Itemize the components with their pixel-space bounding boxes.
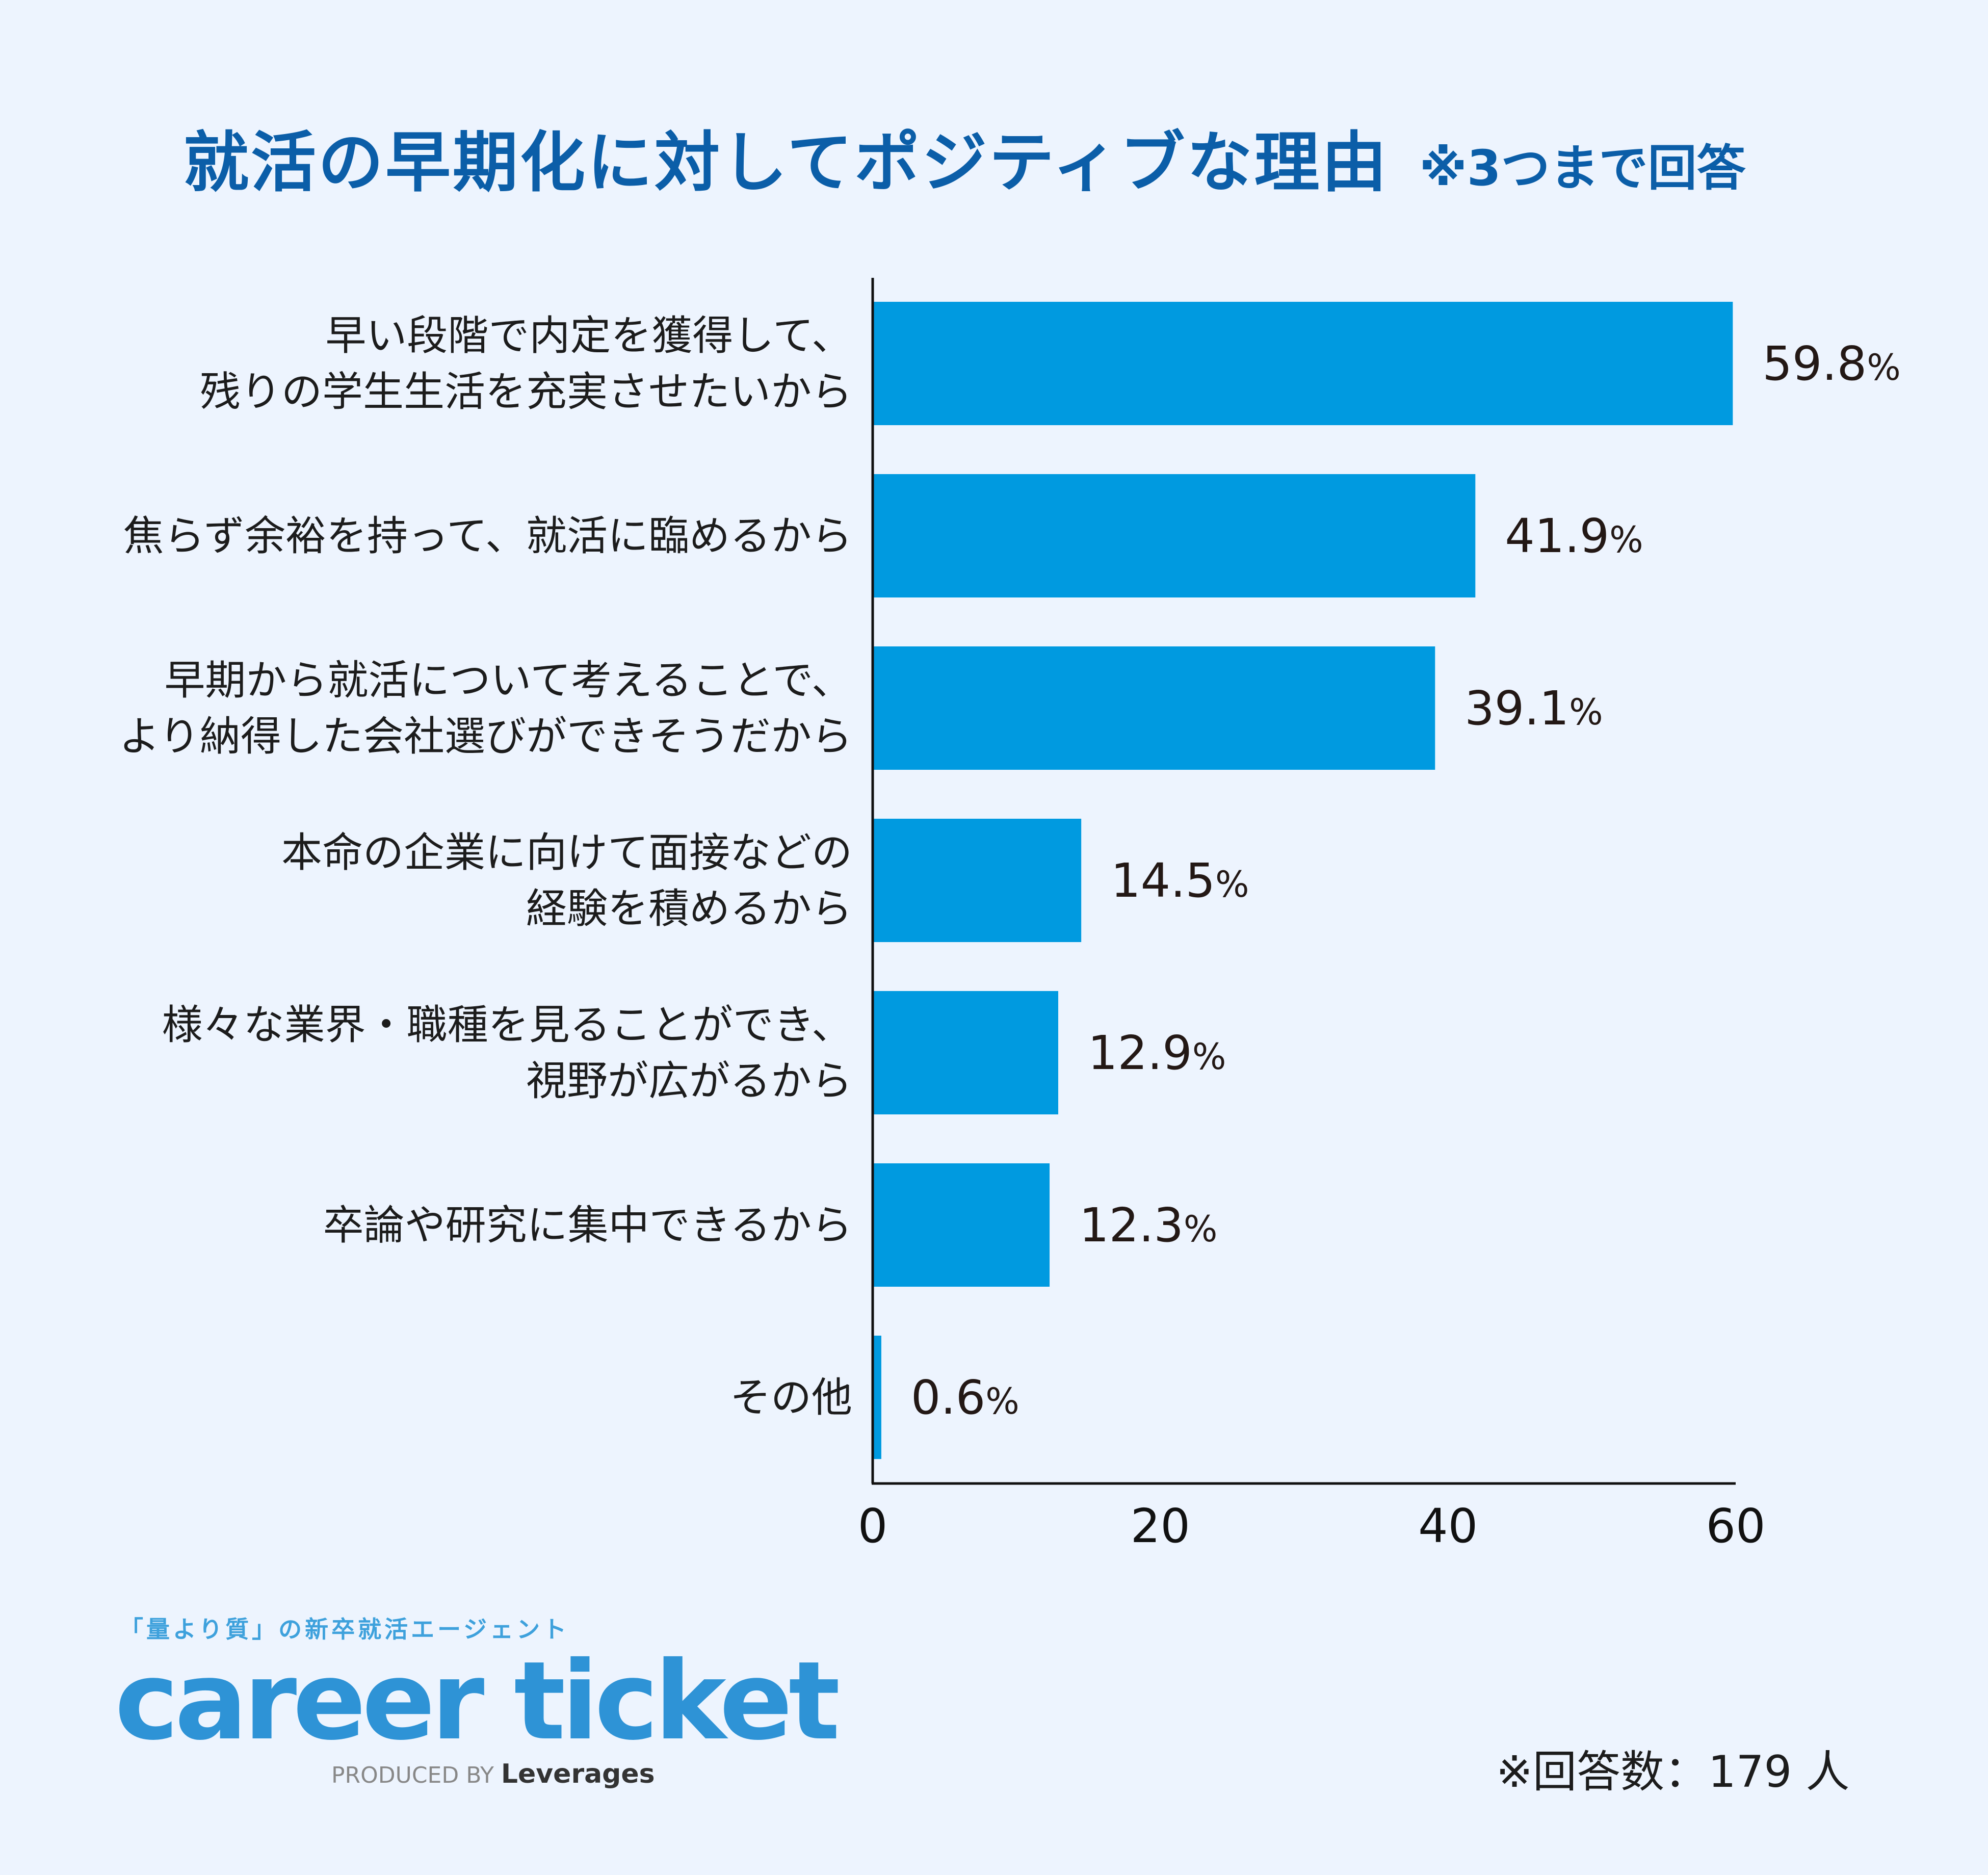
respondent-count-note: ※回答数：179 人: [1496, 1747, 1850, 1798]
category-label: 早い段階で内定を獲得して、: [325, 312, 852, 359]
chart-title-row: 就活の早期化に対してポジティブな理由 ※3つまで回答: [184, 110, 1866, 201]
x-tick-label: 40: [1418, 1499, 1478, 1553]
company-name: Leverages: [501, 1759, 655, 1789]
value-label: 59.8%: [1762, 336, 1900, 391]
x-tick-label: 60: [1706, 1499, 1765, 1553]
category-label: 早期から就活について考えることで、: [164, 657, 852, 704]
bar: [873, 1336, 881, 1459]
produced-by-credit: PRODUCED BY Leverages: [331, 1759, 655, 1789]
logo-tagline: 「量より質」の新卒就活エージェント: [120, 1616, 570, 1643]
career-ticket-logo: career ticket: [115, 1638, 840, 1764]
category-label: その他: [730, 1374, 852, 1421]
bar: [873, 302, 1733, 425]
value-label: 14.5%: [1111, 853, 1249, 908]
value-label: 0.6%: [911, 1370, 1019, 1425]
produced-by-label: PRODUCED BY: [331, 1762, 494, 1788]
category-label: 様々な業界・職種を見ることができ、: [162, 1001, 852, 1049]
category-label: 残りの学生生活を充実させたいから: [200, 368, 852, 415]
value-label: 12.3%: [1079, 1198, 1217, 1253]
x-tick-label: 0: [858, 1499, 888, 1553]
bar: [873, 819, 1082, 942]
category-label: 本命の企業に向けて面接などの: [281, 829, 852, 876]
value-label: 41.9%: [1505, 509, 1643, 563]
category-label: 卒論や研究に集中できるから: [323, 1202, 852, 1249]
category-label: 経験を積めるから: [526, 885, 852, 932]
value-label: 12.9%: [1088, 1026, 1226, 1080]
bar: [873, 646, 1435, 770]
x-tick-label: 20: [1131, 1499, 1190, 1553]
value-label: 39.1%: [1464, 681, 1603, 736]
bar: [873, 991, 1058, 1114]
category-label: より納得した会社選びができそうだから: [119, 713, 852, 760]
bar: [873, 474, 1476, 597]
chart-title-note: ※3つまで回答: [1419, 140, 1746, 197]
category-label: 焦らず余裕を持って、就活に臨めるから: [123, 512, 852, 560]
category-label: 視野が広がるから: [526, 1057, 852, 1105]
bar: [873, 1163, 1050, 1287]
chart-title: 就活の早期化に対してポジティブな理由: [184, 125, 1389, 201]
